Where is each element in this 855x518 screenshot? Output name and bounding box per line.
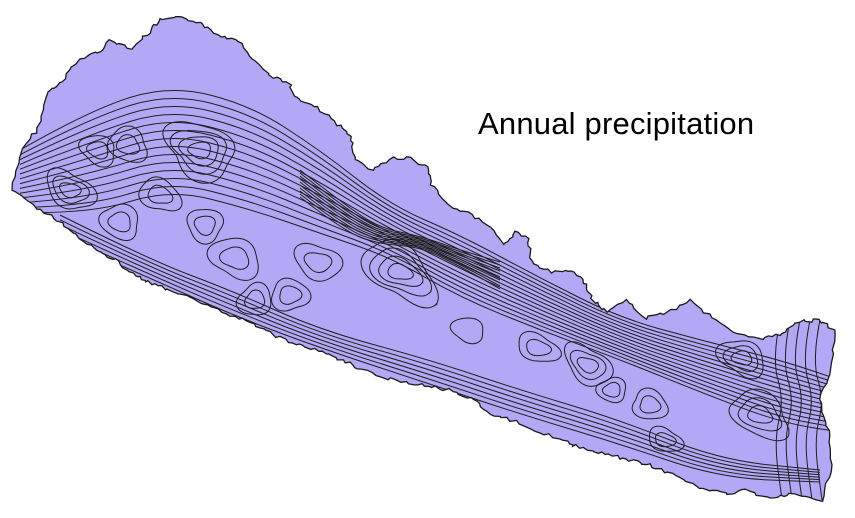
contour-ring: [449, 317, 484, 345]
contour-ring: [115, 134, 141, 155]
contour-line: [299, 169, 501, 263]
contour-line: [299, 193, 501, 287]
contour-ring: [648, 425, 685, 452]
contour-ring: [218, 246, 250, 270]
contour-line: [19, 90, 836, 381]
contour-line: [784, 319, 793, 501]
contour-line: [804, 319, 813, 501]
contour-line: [299, 172, 501, 266]
contour-line: [19, 154, 836, 413]
contour-line: [794, 319, 803, 501]
contour-line: [299, 175, 501, 269]
contour-ring: [98, 203, 139, 242]
contour-line: [59, 224, 821, 476]
contour-ring: [360, 238, 439, 309]
contour-ring: [78, 135, 115, 168]
contour-ring: [162, 121, 236, 184]
contour-line: [19, 114, 836, 393]
contour-line: [19, 162, 836, 417]
contour-ring: [52, 175, 90, 204]
contour-line: [19, 122, 836, 397]
contour-ring: [138, 176, 183, 212]
contour-line: [19, 170, 836, 421]
contour-ring: [631, 387, 670, 420]
contour-line: [59, 219, 821, 473]
contour-ring: [178, 136, 219, 167]
contour-line: [299, 178, 501, 272]
contour-ring: [369, 247, 433, 297]
contour-ring: [654, 432, 677, 448]
contour-ring: [563, 341, 614, 387]
contour-lines: [19, 90, 836, 501]
contour-ring: [106, 125, 148, 163]
contour-ring: [595, 376, 627, 404]
contour-ring: [186, 209, 225, 245]
contour-ring: [378, 255, 424, 287]
contour-ring: [107, 211, 131, 233]
contour-ring: [576, 356, 600, 374]
contour-line: [19, 106, 836, 389]
contour-line: [299, 184, 501, 278]
contour-ring: [601, 381, 621, 398]
contour-line: [59, 238, 821, 483]
contour-ring: [747, 405, 774, 424]
contour-ring: [569, 349, 607, 381]
contour-line: [299, 181, 501, 275]
contour-ring: [722, 345, 759, 372]
contour-line: [59, 233, 821, 481]
contour-ring: [86, 141, 109, 160]
contour-ring: [46, 167, 98, 210]
map-title: Annual precipitation: [478, 106, 755, 141]
contour-ring: [293, 242, 344, 282]
contour-line: [19, 98, 836, 385]
contour-ring: [193, 215, 216, 236]
contour-line: [774, 319, 783, 501]
contour-ring: [303, 252, 333, 273]
contour-line: [19, 186, 836, 429]
contour-ring: [169, 129, 228, 175]
contour-ring: [206, 237, 259, 281]
country-border: [11, 16, 836, 503]
contour-line: [299, 196, 501, 290]
contour-line: [299, 187, 501, 281]
contour-ring: [639, 395, 662, 414]
contour-line: [19, 194, 836, 433]
contour-ring: [279, 285, 303, 305]
contour-ring: [271, 277, 312, 312]
contour-ring: [518, 330, 563, 362]
contour-line: [299, 190, 501, 284]
contour-line: [19, 178, 836, 425]
contour-ring: [526, 338, 553, 357]
contour-ring: [147, 184, 174, 204]
contour-line: [59, 228, 821, 478]
contour-line: [59, 214, 821, 471]
